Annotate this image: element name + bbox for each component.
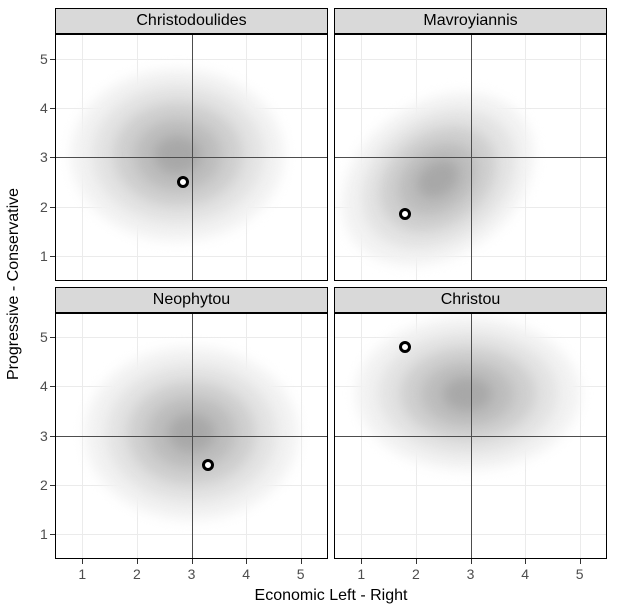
center-axis-h: [334, 436, 607, 437]
x-axis-title: Economic Left - Right: [255, 587, 408, 605]
point-marker: [399, 341, 411, 353]
x-tick-mark: [82, 559, 83, 564]
facet-panel: [55, 313, 328, 560]
facet-title: Christou: [441, 291, 501, 309]
facet-title: Mavroyiannis: [423, 12, 517, 30]
facet-title: Neophytou: [153, 291, 230, 309]
facet-panel: [334, 34, 607, 281]
x-tick-mark: [525, 559, 526, 564]
x-tick-label: 1: [357, 566, 365, 582]
y-tick-label: 4: [40, 378, 48, 394]
x-tick-mark: [192, 559, 193, 564]
x-tick-label: 2: [412, 566, 420, 582]
y-tick-label: 4: [40, 100, 48, 116]
y-tick-mark: [50, 534, 55, 535]
x-tick-label: 3: [467, 566, 475, 582]
x-tick-label: 1: [78, 566, 86, 582]
y-axis-title: Progressive - Conservative: [5, 187, 23, 379]
center-axis-h: [55, 157, 328, 158]
y-tick-mark: [50, 256, 55, 257]
y-tick-label: 3: [40, 149, 48, 165]
x-tick-mark: [137, 559, 138, 564]
y-tick-label: 3: [40, 428, 48, 444]
figure: Progressive - Conservative Economic Left …: [0, 0, 619, 609]
x-tick-mark: [246, 559, 247, 564]
y-tick-mark: [50, 59, 55, 60]
y-tick-mark: [50, 207, 55, 208]
x-tick-label: 3: [188, 566, 196, 582]
facet-strip: Mavroyiannis: [334, 8, 607, 34]
point-marker: [177, 176, 189, 188]
center-axis-h: [55, 436, 328, 437]
y-tick-mark: [50, 485, 55, 486]
facet-panel: [55, 34, 328, 281]
x-tick-mark: [416, 559, 417, 564]
x-tick-label: 5: [576, 566, 584, 582]
point-marker: [202, 459, 214, 471]
facet-strip: Christou: [334, 287, 607, 313]
y-tick-label: 1: [40, 248, 48, 264]
x-tick-label: 2: [133, 566, 141, 582]
y-tick-mark: [50, 337, 55, 338]
y-tick-mark: [50, 436, 55, 437]
facet-title: Christodoulides: [136, 12, 246, 30]
facet-strip: Neophytou: [55, 287, 328, 313]
x-tick-mark: [361, 559, 362, 564]
density-level: [443, 377, 492, 411]
x-tick-mark: [301, 559, 302, 564]
y-tick-label: 1: [40, 526, 48, 542]
density-level: [154, 136, 201, 174]
y-tick-mark: [50, 157, 55, 158]
x-tick-label: 5: [297, 566, 305, 582]
x-tick-label: 4: [521, 566, 529, 582]
y-tick-mark: [50, 386, 55, 387]
x-tick-mark: [580, 559, 581, 564]
y-tick-label: 2: [40, 477, 48, 493]
facet-panel: [334, 313, 607, 560]
center-axis-h: [334, 157, 607, 158]
x-tick-label: 4: [242, 566, 250, 582]
y-tick-mark: [50, 108, 55, 109]
x-tick-mark: [471, 559, 472, 564]
y-tick-label: 5: [40, 329, 48, 345]
y-tick-label: 2: [40, 199, 48, 215]
point-marker: [399, 208, 411, 220]
y-tick-label: 5: [40, 51, 48, 67]
facet-strip: Christodoulides: [55, 8, 328, 34]
